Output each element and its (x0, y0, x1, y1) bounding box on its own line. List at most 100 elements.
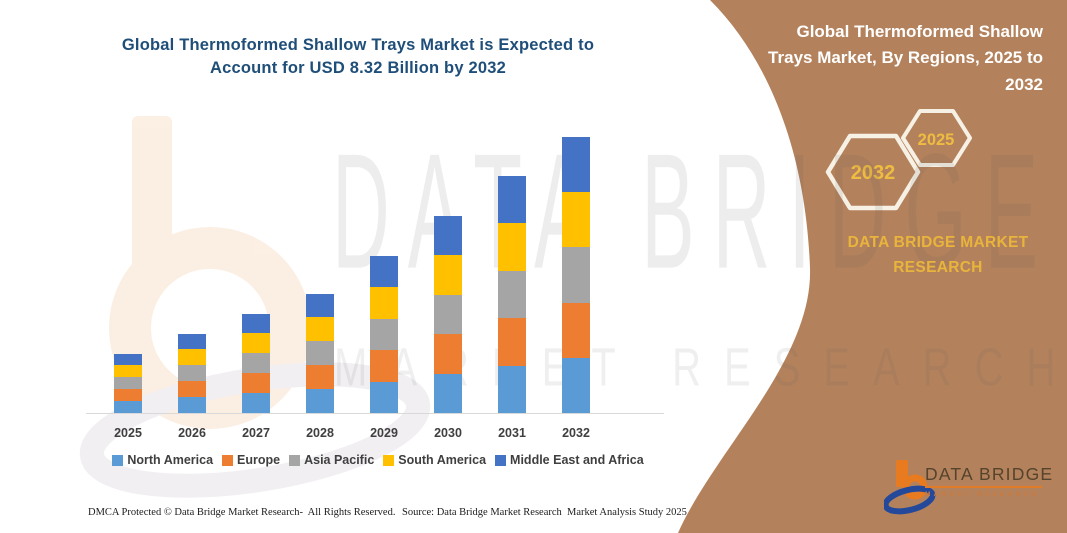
watermark-b-bowl (109, 227, 311, 429)
hexagon-2025 (901, 109, 972, 167)
hexagon-2025-label: 2025 (918, 131, 955, 149)
bar-segment-north-america (562, 357, 590, 413)
bar-segment-north-america (306, 389, 334, 413)
bar-segment-europe (370, 350, 398, 382)
bar-segment-north-america (178, 397, 206, 413)
legend-item-asia-pacific: Asia Pacific (289, 453, 374, 467)
legend-swatch (222, 454, 234, 466)
hexagon-2032 (825, 133, 921, 211)
bar-2031 (498, 176, 526, 413)
side-panel (678, 0, 1067, 533)
side-panel-title-line: Global Thermoformed Shallow (796, 22, 1043, 41)
bar-segment-europe (242, 373, 270, 394)
watermark-b-stem (132, 116, 172, 274)
legend-label: North America (127, 453, 214, 467)
legend-item-north-america: North America (112, 453, 213, 467)
legend-label: South America (398, 453, 487, 467)
logo-subtitle: MARKET RESEARCH (925, 491, 1040, 498)
x-tick-label: 2031 (498, 426, 526, 440)
legend-swatch (495, 454, 507, 466)
bar-segment-south-america (242, 333, 270, 354)
bar-segment-north-america (434, 373, 462, 413)
legend: North America Europe Asia Pacific South Ame… (88, 453, 668, 467)
bar-2025 (114, 353, 142, 413)
bar-segment-south-america (370, 287, 398, 319)
legend-swatch (383, 454, 395, 466)
bar-2027 (242, 313, 270, 413)
bar-segment-middle-east-and-africa (498, 176, 526, 224)
bar-segment-asia-pacific (370, 318, 398, 350)
bar-segment-asia-pacific (434, 294, 462, 334)
watermark-swoosh (79, 362, 431, 498)
legend-label: Europe (237, 453, 281, 467)
side-panel-title-line: 2032 (1005, 74, 1043, 94)
watermark-text-line2: MARKET RESEARCH (334, 338, 1067, 398)
bar-segment-asia-pacific (242, 353, 270, 374)
bar-segment-europe (498, 318, 526, 366)
x-tick-label: 2029 (370, 426, 398, 440)
bar-segment-europe (178, 381, 206, 398)
bar-segment-south-america (562, 192, 590, 248)
bar-segment-north-america (498, 365, 526, 413)
bar-segment-europe (562, 302, 590, 358)
x-tick-label: 2032 (562, 426, 590, 440)
bar-segment-middle-east-and-africa (434, 215, 462, 255)
bar-segment-asia-pacific (114, 377, 142, 390)
footer-source-text: Source: Data Bridge Market Research Mark… (402, 507, 687, 518)
bar-segment-asia-pacific (306, 341, 334, 366)
bar-segment-north-america (114, 401, 142, 413)
bar-segment-middle-east-and-africa (114, 353, 142, 366)
page-title: Global Thermoformed Shallow Trays Market… (121, 36, 595, 78)
bar-segment-middle-east-and-africa (242, 313, 270, 334)
bar-segment-south-america (434, 255, 462, 295)
databridge-logo-icon (884, 460, 936, 515)
x-tick-label: 2025 (114, 426, 142, 440)
bar-segment-europe (434, 334, 462, 374)
bar-segment-middle-east-and-africa (562, 137, 590, 193)
legend-label: Middle East and Africa (510, 453, 644, 467)
bar-2026 (178, 333, 206, 413)
legend-item-middle-east-and-africa: Middle East and Africa (495, 453, 644, 467)
legend-swatch (289, 454, 301, 466)
bar-segment-north-america (242, 393, 270, 413)
bar-segment-south-america (498, 223, 526, 271)
brand-text: DATA BRIDGE MARKET RESEARCH (847, 234, 1029, 276)
x-tick-label: 2030 (434, 426, 462, 440)
bar-segment-europe (306, 365, 334, 390)
logo-title: DATA BRIDGE (925, 464, 1054, 484)
bar-2028 (306, 293, 334, 413)
bar-segment-middle-east-and-africa (178, 333, 206, 350)
hexagon-2032-label: 2032 (851, 162, 896, 184)
bar-segment-north-america (370, 381, 398, 413)
x-axis-line (86, 413, 664, 414)
x-tick-label: 2026 (178, 426, 206, 440)
bar-2030 (434, 215, 462, 413)
footer-dmca-text: DMCA Protected © Data Bridge Market Rese… (88, 507, 396, 518)
bar-2029 (370, 255, 398, 413)
bar-segment-asia-pacific (178, 365, 206, 382)
x-tick-label: 2027 (242, 426, 270, 440)
bar-segment-south-america (306, 317, 334, 342)
bar-segment-south-america (178, 349, 206, 366)
legend-label: Asia Pacific (304, 453, 375, 467)
logo-swoosh-icon (884, 485, 936, 515)
legend-item-south-america: South America (383, 453, 486, 467)
bar-segment-europe (114, 389, 142, 402)
logo-rule (925, 486, 1042, 488)
legend-swatch (112, 454, 124, 466)
legend-item-europe: Europe (222, 453, 280, 467)
side-panel-title-line: Trays Market, By Regions, 2025 to (768, 48, 1043, 68)
bar-segment-middle-east-and-africa (370, 255, 398, 287)
logo-b-stem-icon (896, 460, 908, 487)
bar-segment-asia-pacific (562, 247, 590, 303)
bar-2032 (562, 137, 590, 413)
bar-segment-middle-east-and-africa (306, 293, 334, 318)
x-tick-label: 2028 (306, 426, 334, 440)
logo-b-bowl-icon (902, 474, 928, 500)
bar-segment-asia-pacific (498, 270, 526, 319)
watermark-text-line1: DATA BRIDGE (332, 120, 1057, 303)
side-panel-title: Global Thermoformed Shallow Trays Market… (743, 19, 1043, 98)
bar-segment-south-america (114, 365, 142, 378)
